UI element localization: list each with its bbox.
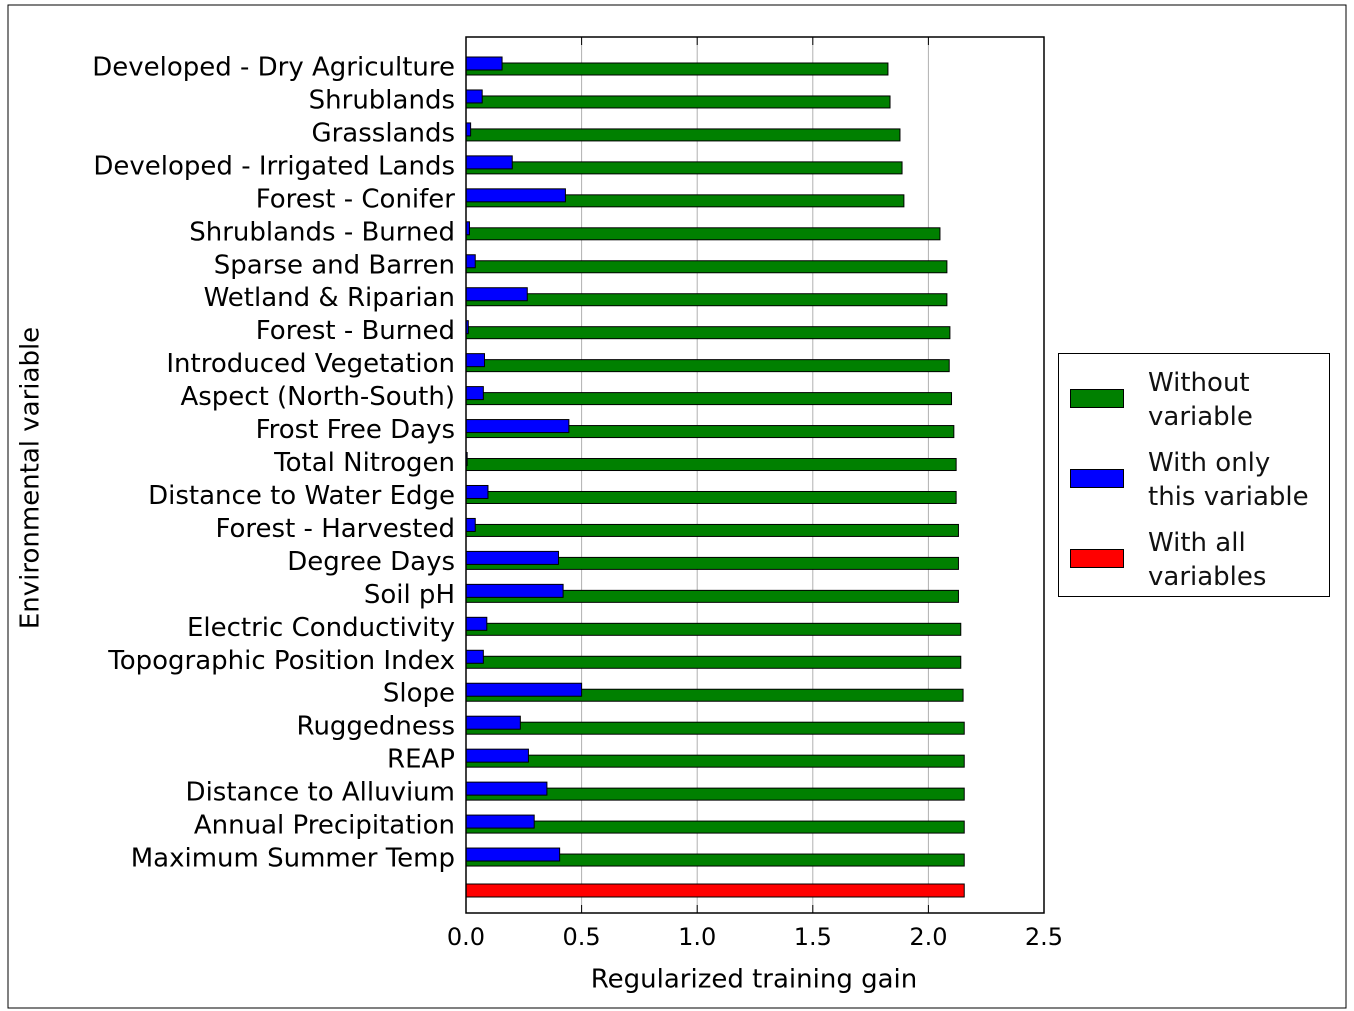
- y-tick-label: Topographic Position Index: [107, 646, 455, 676]
- legend-entry: Without variable: [1059, 364, 1329, 434]
- legend-swatch: [1070, 549, 1124, 568]
- plot-border: [465, 36, 1045, 914]
- y-tick-label: Shrublands - Burned: [189, 217, 455, 247]
- y-tick-label: Forest - Harvested: [216, 514, 456, 544]
- bar: [465, 517, 476, 532]
- bar: [465, 293, 948, 307]
- bar: [465, 227, 941, 241]
- bar: [465, 523, 959, 537]
- y-tick-label: Annual Precipitation: [194, 811, 455, 841]
- legend: Without variable With only this variable W…: [1058, 353, 1330, 597]
- y-tick-label: Electric Conductivity: [187, 613, 455, 643]
- bar: [465, 62, 889, 76]
- legend-label: With only this variable: [1148, 448, 1309, 512]
- y-tick-label: Developed - Irrigated Lands: [93, 151, 455, 181]
- bar: [465, 550, 559, 565]
- y-tick-label: Forest - Burned: [256, 316, 455, 346]
- bar: [465, 353, 485, 368]
- bar: [465, 616, 488, 631]
- bar: [465, 359, 950, 373]
- y-tick-label: REAP: [387, 745, 455, 775]
- bar: [465, 847, 561, 862]
- y-tick-label: Total Nitrogen: [273, 448, 455, 478]
- bar: [465, 781, 548, 796]
- bar: [465, 155, 513, 170]
- x-tick-label: 2.5: [1025, 923, 1063, 951]
- x-tick-label: 1.5: [794, 923, 832, 951]
- bar: [465, 490, 957, 504]
- bar: [465, 622, 962, 636]
- x-tick-label: 2.0: [909, 923, 947, 951]
- x-tick-label: 1.0: [678, 923, 716, 951]
- bar: [465, 748, 529, 763]
- y-tick-label: Slope: [383, 679, 455, 709]
- bar: [465, 260, 948, 274]
- bar: [465, 484, 489, 499]
- bar: [465, 814, 535, 829]
- y-tick-label: Grasslands: [311, 118, 455, 148]
- legend-entry: With only this variable: [1059, 444, 1329, 514]
- legend-entry: With all variables: [1059, 524, 1329, 594]
- bar: [465, 820, 965, 834]
- bar: [465, 655, 962, 669]
- legend-swatch: [1070, 389, 1124, 408]
- y-tick-label: Degree Days: [287, 547, 455, 577]
- y-tick-label: Sparse and Barren: [214, 250, 455, 280]
- bar: [465, 419, 570, 434]
- y-tick-label: Forest - Conifer: [256, 184, 456, 214]
- y-tick-label: Frost Free Days: [256, 415, 455, 445]
- bar: [465, 89, 483, 104]
- bar: [465, 649, 484, 664]
- y-tick-label: Maximum Summer Temp: [131, 844, 455, 874]
- bar: [465, 392, 953, 406]
- bar: [465, 458, 957, 472]
- y-tick-label: Aspect (North-South): [180, 382, 455, 412]
- legend-label: With all variables: [1148, 528, 1267, 592]
- bar: [465, 715, 521, 730]
- bar: [465, 386, 484, 401]
- legend-swatch: [1070, 469, 1124, 488]
- bar: [465, 161, 903, 175]
- y-tick-label: Soil pH: [364, 580, 455, 610]
- bar: [465, 128, 901, 142]
- y-tick-label: Distance to Alluvium: [186, 778, 455, 808]
- bar: [465, 95, 891, 109]
- y-tick-label: Shrublands: [309, 85, 455, 115]
- bar: [465, 188, 566, 203]
- bar: [465, 254, 476, 269]
- bar: [465, 721, 965, 735]
- bar: [465, 56, 503, 71]
- legend-label: Without variable: [1148, 368, 1253, 432]
- y-tick-label: Developed - Dry Agriculture: [92, 53, 455, 83]
- bar: [465, 326, 951, 340]
- bar: [465, 583, 564, 598]
- bar: [465, 883, 965, 898]
- x-tick-label: 0.0: [447, 923, 485, 951]
- y-axis-label: Environmental variable: [16, 327, 46, 629]
- y-tick-label: Wetland & Riparian: [204, 283, 455, 313]
- y-tick-label: Introduced Vegetation: [166, 349, 455, 379]
- bar: [465, 754, 965, 768]
- y-tick-label: Ruggedness: [297, 712, 455, 742]
- bar: [465, 682, 583, 697]
- x-axis-label: Regularized training gain: [591, 965, 918, 995]
- y-tick-label: Distance to Water Edge: [148, 481, 455, 511]
- bar: [465, 287, 528, 302]
- x-tick-label: 0.5: [563, 923, 601, 951]
